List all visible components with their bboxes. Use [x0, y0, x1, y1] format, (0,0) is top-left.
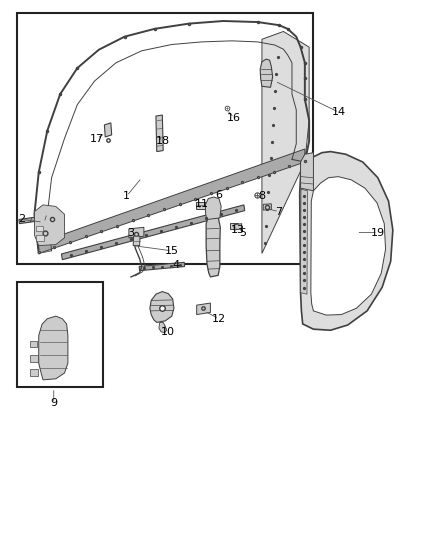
- Bar: [30, 341, 37, 348]
- Polygon shape: [19, 214, 56, 224]
- Bar: [17, 282, 103, 386]
- Text: 14: 14: [332, 108, 346, 117]
- Text: 16: 16: [227, 112, 241, 123]
- Polygon shape: [35, 214, 52, 254]
- Text: 19: 19: [371, 228, 385, 238]
- Polygon shape: [139, 262, 185, 271]
- Polygon shape: [39, 149, 305, 254]
- Polygon shape: [205, 197, 221, 220]
- Polygon shape: [104, 123, 112, 137]
- Polygon shape: [35, 205, 64, 246]
- Bar: [17, 13, 314, 264]
- Polygon shape: [260, 59, 272, 87]
- Polygon shape: [300, 189, 307, 294]
- Text: 2: 2: [18, 214, 25, 224]
- Text: 13: 13: [231, 225, 245, 235]
- Polygon shape: [262, 31, 309, 254]
- Polygon shape: [300, 152, 314, 191]
- Polygon shape: [150, 292, 174, 322]
- Text: 15: 15: [165, 246, 179, 256]
- Text: 10: 10: [160, 327, 174, 337]
- Text: 1: 1: [123, 191, 130, 201]
- Polygon shape: [300, 151, 393, 330]
- Text: 17: 17: [90, 134, 104, 143]
- Bar: [230, 223, 238, 229]
- Polygon shape: [61, 205, 245, 260]
- Text: 5: 5: [239, 228, 246, 238]
- Text: 4: 4: [173, 261, 180, 270]
- Text: 9: 9: [50, 398, 57, 408]
- Bar: [36, 235, 44, 241]
- Polygon shape: [159, 322, 166, 333]
- Polygon shape: [129, 228, 144, 238]
- Polygon shape: [156, 115, 163, 151]
- Polygon shape: [263, 204, 272, 210]
- Text: 11: 11: [195, 199, 209, 209]
- Text: 8: 8: [258, 191, 265, 201]
- Bar: [36, 226, 43, 231]
- Polygon shape: [311, 176, 385, 315]
- Bar: [196, 201, 205, 209]
- Text: 6: 6: [215, 190, 223, 200]
- Polygon shape: [133, 236, 140, 246]
- Polygon shape: [197, 303, 210, 314]
- Text: 12: 12: [212, 314, 226, 324]
- Text: 3: 3: [127, 228, 134, 238]
- Text: 18: 18: [156, 136, 170, 146]
- Bar: [30, 356, 38, 361]
- Polygon shape: [234, 224, 242, 230]
- Bar: [30, 369, 38, 376]
- Polygon shape: [206, 214, 220, 277]
- Polygon shape: [39, 316, 68, 380]
- Text: 7: 7: [276, 207, 283, 216]
